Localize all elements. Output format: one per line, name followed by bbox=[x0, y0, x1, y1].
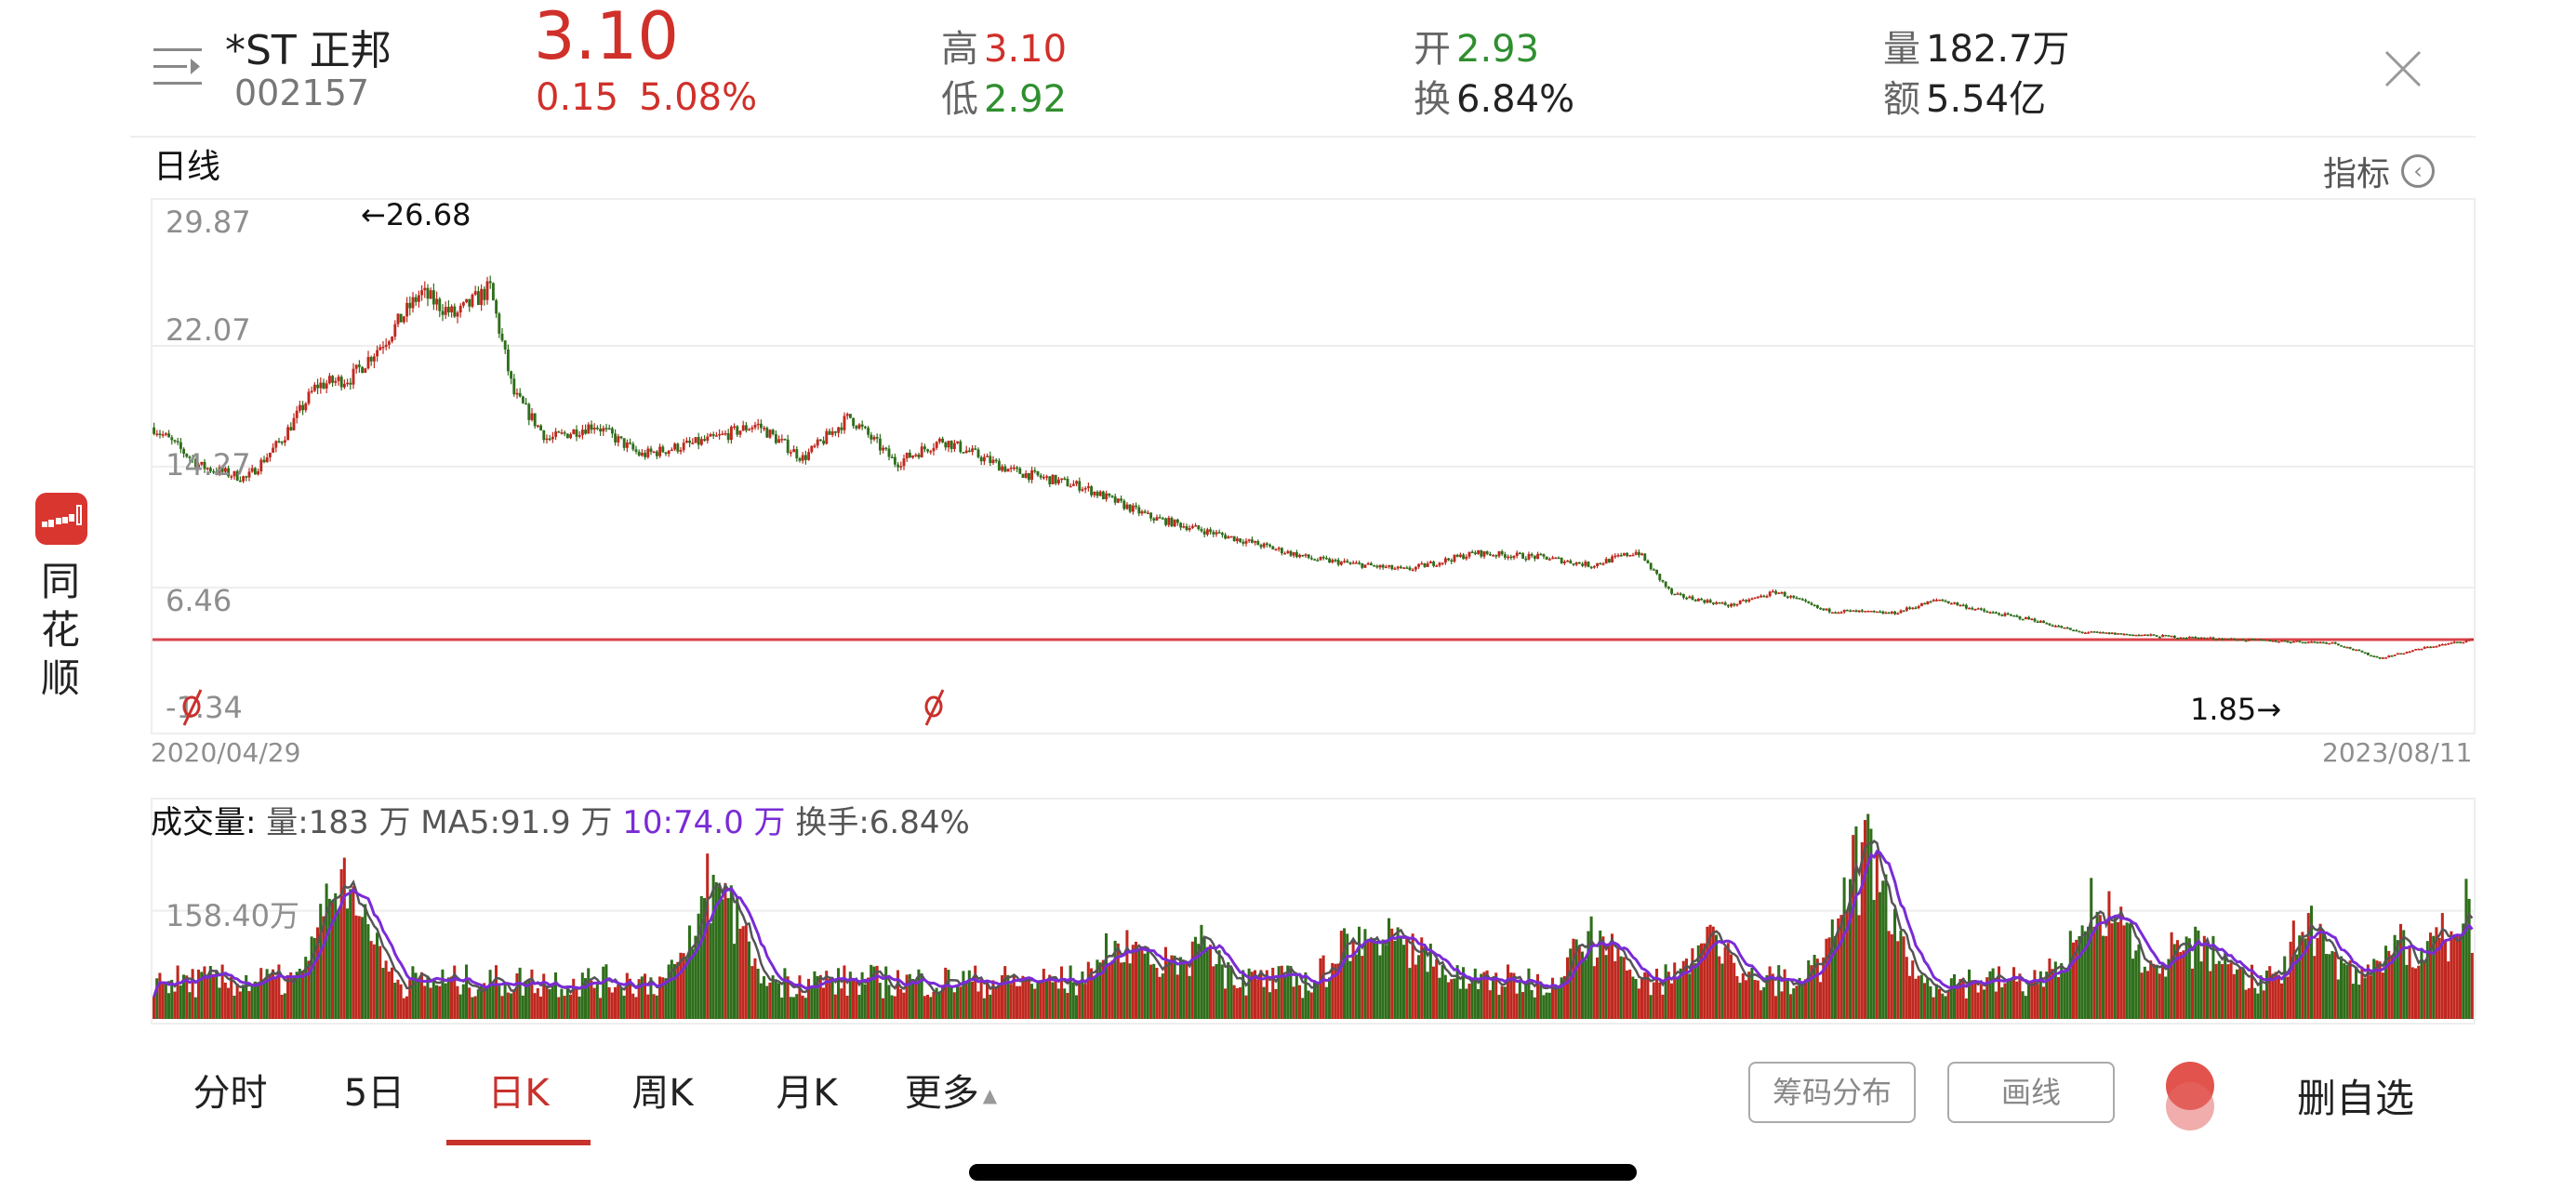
volume-y-label: 158.40万 bbox=[166, 898, 299, 933]
end-date: 2023/08/11 bbox=[2322, 737, 2473, 768]
volume-legend: 成交量: 量:183 万 MA5:91.9 万 10:74.0 万 换手:6.8… bbox=[151, 804, 970, 841]
stock-code: 002157 bbox=[234, 73, 370, 113]
dual-circle-icon bbox=[2166, 1062, 2214, 1130]
open-stat: 开 2.93 bbox=[1414, 28, 1540, 71]
tab-daily-k[interactable]: 日K bbox=[446, 1060, 591, 1145]
stock-name: *ST 正邦 bbox=[225, 27, 392, 74]
draw-line-button[interactable]: 画线 bbox=[1947, 1062, 2115, 1123]
amount-stat: 额 5.54亿 bbox=[1883, 78, 2047, 121]
candlestick-logo-icon bbox=[42, 505, 82, 527]
turnover-stat: 换 6.84% bbox=[1414, 78, 1575, 121]
close-icon[interactable] bbox=[2383, 48, 2423, 89]
ex-rights-marker-icon[interactable] bbox=[923, 686, 947, 727]
chevron-left-circle-icon: ‹ bbox=[2401, 154, 2436, 188]
change-percent: 5.08% bbox=[639, 76, 758, 119]
home-indicator[interactable] bbox=[969, 1164, 1637, 1181]
caret-up-icon: ▲ bbox=[982, 1084, 998, 1106]
min-price-marker: 1.85→ bbox=[2190, 692, 2282, 727]
tab-intraday[interactable]: 分时 bbox=[193, 1072, 268, 1115]
tab-weekly-k[interactable]: 周K bbox=[631, 1072, 694, 1115]
indicator-button[interactable]: 指标 ‹ bbox=[2323, 147, 2436, 195]
high-stat: 高 3.10 bbox=[941, 28, 1068, 71]
volume-stat: 量 182.7万 bbox=[1883, 28, 2070, 71]
ex-rights-marker-icon[interactable] bbox=[180, 686, 205, 727]
tab-monthly-k[interactable]: 月K bbox=[776, 1072, 838, 1115]
tab-5day[interactable]: 5日 bbox=[343, 1072, 405, 1115]
y-axis-label: 29.87 bbox=[166, 205, 251, 240]
current-price: 3.10 bbox=[534, 0, 679, 74]
price-change: 0.15 5.08% bbox=[536, 76, 777, 119]
start-date: 2020/04/29 bbox=[151, 737, 301, 768]
app-logo[interactable] bbox=[35, 493, 87, 545]
y-axis-label: 14.27 bbox=[166, 447, 251, 483]
remove-watchlist-button[interactable]: 删自选 bbox=[2297, 1076, 2415, 1121]
period-tabs: 分时 5日 日K 周K 月K 更多 ▲ bbox=[158, 1060, 1023, 1145]
tab-more[interactable]: 更多 ▲ bbox=[904, 1072, 998, 1115]
volume-chart[interactable] bbox=[151, 798, 2476, 1025]
y-axis-label: -1.34 bbox=[166, 690, 243, 725]
float-toggle-button[interactable] bbox=[2139, 1049, 2241, 1151]
change-value: 0.15 bbox=[536, 76, 619, 119]
chip-distribution-button[interactable]: 筹码分布 bbox=[1748, 1062, 1916, 1123]
max-price-marker: ←26.68 bbox=[361, 197, 471, 232]
chart-period-title: 日线 bbox=[153, 148, 221, 186]
y-axis-label: 6.46 bbox=[166, 583, 232, 618]
y-axis-label: 22.07 bbox=[166, 312, 251, 348]
low-stat: 低 2.92 bbox=[941, 78, 1068, 121]
price-chart[interactable] bbox=[151, 198, 2476, 734]
app-name: 同 花 顺 bbox=[40, 559, 80, 701]
menu-arrow-icon[interactable] bbox=[153, 45, 207, 91]
header-divider bbox=[130, 136, 2476, 138]
